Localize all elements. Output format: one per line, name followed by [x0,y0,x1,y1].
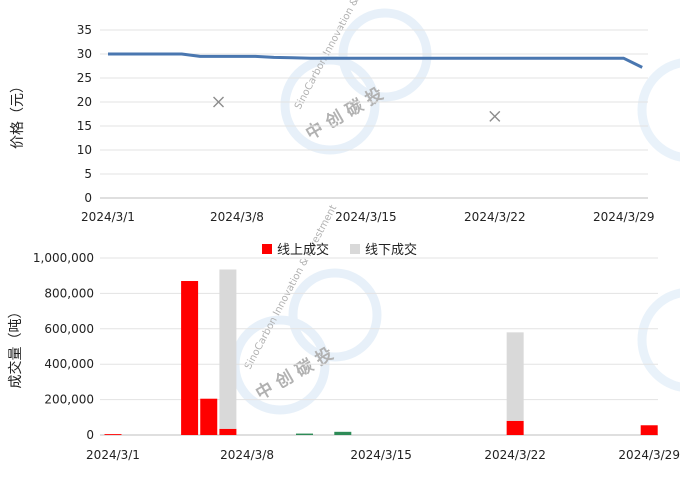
x-tick-label: 2024/3/1 [81,210,135,224]
watermark-ring [338,8,432,102]
bar-group [104,434,122,435]
y-tick-label: 10 [77,143,92,157]
x-tick-label: 2024/3/29 [618,448,680,462]
y-tick-label: 20 [77,95,92,109]
x-tick-label: 2024/3/22 [464,210,526,224]
bar-group [181,281,199,435]
legend-swatch [350,244,360,254]
y-tick-label: 200,000 [44,393,94,407]
bar-group [296,433,313,435]
x-tick-label: 2024/3/1 [86,448,140,462]
bar-online [296,433,313,435]
bar-group [640,425,658,435]
bar-group [334,431,352,435]
y-tick-label: 15 [77,119,92,133]
bar-offline [506,332,524,421]
bar-online [334,431,352,435]
bar-online [640,425,658,435]
x-tick-label: 2024/3/22 [484,448,546,462]
price-chart: 0 5 10 15 20 25 30 35 2024/3/1 2024/3/8 2024/3/15 2… [10,23,655,224]
watermark-ring [637,58,680,162]
y-tick-label: 0 [84,191,92,205]
y-tick-label: 600,000 [44,322,94,336]
watermark-ring [637,288,680,392]
x-tick-label: 2024/3/8 [220,448,274,462]
bar-online [181,281,199,435]
bar-group [200,398,218,435]
bar-online [506,420,524,435]
y-tick-label: 1,000,000 [33,251,94,265]
y-tick-label: 30 [77,47,92,61]
bar-online [200,398,218,435]
y-axis-label: 价格（元） [10,79,26,149]
scatter-point [213,96,225,108]
scatter-point [489,110,501,122]
y-tick-label: 400,000 [44,357,94,371]
y-tick-label: 800,000 [44,286,94,300]
x-tick-label: 2024/3/29 [593,210,655,224]
watermark-ring [288,268,382,362]
bar-online [219,428,237,435]
marker-stroke [213,96,225,108]
bar-group [506,332,524,435]
x-tick-label: 2024/3/15 [335,210,397,224]
y-tick-label: 5 [84,167,92,181]
y-tick-label: 25 [77,71,92,85]
legend: 线上成交 线下成交 [262,242,417,258]
x-tick-label: 2024/3/15 [350,448,412,462]
legend-label: 线下成交 [365,242,417,258]
x-tick-label: 2024/3/8 [210,210,264,224]
price-line [108,52,643,69]
y-tick-label: 35 [77,23,92,37]
legend-label: 线上成交 [277,242,329,258]
bar-online [104,434,122,435]
bar-offline [219,269,237,429]
y-axis-label: 成交量（吨） [7,305,24,389]
legend-swatch [262,244,272,254]
marker-stroke [489,110,501,122]
volume-chart: 0 200,000 400,000 600,000 800,000 1,000,000 20… [7,242,680,462]
bar-group [219,269,237,435]
y-tick-label: 0 [86,428,94,442]
